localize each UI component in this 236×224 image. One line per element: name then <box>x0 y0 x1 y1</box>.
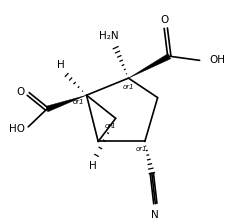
Text: H₂N: H₂N <box>99 31 118 41</box>
Text: H: H <box>89 161 97 171</box>
Text: O: O <box>160 15 169 25</box>
Text: or1: or1 <box>105 123 116 129</box>
Polygon shape <box>46 95 87 112</box>
Text: OH: OH <box>209 55 225 65</box>
Text: or1: or1 <box>135 146 147 152</box>
Text: HO: HO <box>8 124 25 134</box>
Text: or1: or1 <box>72 99 84 106</box>
Polygon shape <box>128 54 171 78</box>
Text: N: N <box>152 210 159 220</box>
Text: H: H <box>57 60 65 70</box>
Text: O: O <box>16 87 25 97</box>
Text: or1: or1 <box>123 84 134 90</box>
